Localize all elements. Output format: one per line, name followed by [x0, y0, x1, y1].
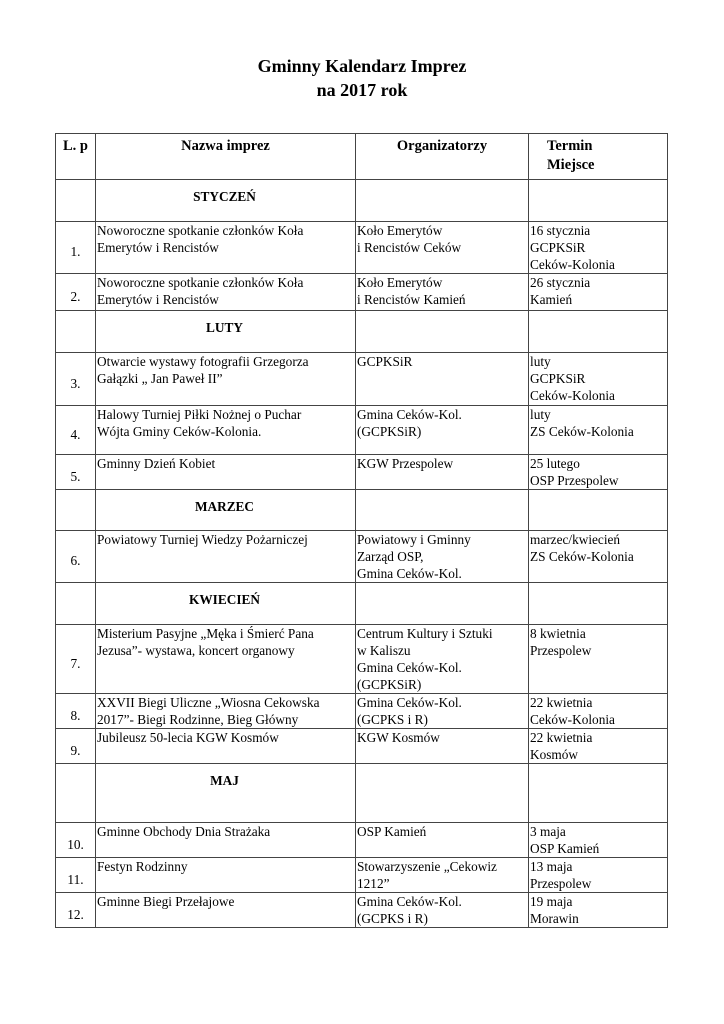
event-number: 2.	[55, 273, 96, 311]
event-name: Powiatowy Turniej Wiedzy Pożarniczej	[95, 530, 356, 583]
document-subtitle: na 2017 rok	[316, 80, 408, 100]
header-term-place: Termin Miejsce	[528, 133, 668, 180]
event-row: 11. Festyn Rodzinny Stowarzyszenie „Cekowi…	[55, 857, 668, 893]
month-org-cell	[355, 763, 529, 823]
event-term-place: 25 lutego OSP Przespolew	[528, 454, 668, 490]
event-name: Noworoczne spotkanie członków Koła Emery…	[95, 221, 356, 274]
event-name: Otwarcie wystawy fotografii Grzegorza Ga…	[95, 352, 356, 406]
event-name: Gminny Dzień Kobiet	[95, 454, 356, 490]
event-number: 3.	[55, 352, 96, 406]
event-organizers: Gmina Ceków-Kol. (GCPKS i R)	[355, 693, 529, 729]
event-number: 9.	[55, 728, 96, 764]
event-name: Gminne Biegi Przełajowe	[95, 892, 356, 928]
event-number: 4.	[55, 405, 96, 455]
event-row: 6. Powiatowy Turniej Wiedzy Pożarniczej Po…	[55, 530, 668, 583]
event-term-place: 13 maja Przespolew	[528, 857, 668, 893]
event-name: Halowy Turniej Piłki Nożnej o Puchar Wój…	[95, 405, 356, 455]
month-term-cell	[528, 763, 668, 823]
event-row: 4. Halowy Turniej Piłki Nożnej o Puchar W…	[55, 405, 668, 455]
header-lp: L. p	[55, 133, 96, 180]
event-term-place: 3 maja OSP Kamień	[528, 822, 668, 858]
month-label: MARZEC	[95, 489, 356, 531]
event-number: 7.	[55, 624, 96, 694]
event-name: Gminne Obchody Dnia Strażaka	[95, 822, 356, 858]
month-term-cell	[528, 310, 668, 353]
event-name: Festyn Rodzinny	[95, 857, 356, 893]
month-lp-cell	[55, 310, 96, 353]
event-term-place: 22 kwietnia Kosmów	[528, 728, 668, 764]
event-organizers: Powiatowy i Gminny Zarząd OSP, Gmina Cek…	[355, 530, 529, 583]
event-number: 10.	[55, 822, 96, 858]
month-row: MARZEC	[55, 489, 668, 531]
month-lp-cell	[55, 489, 96, 531]
month-row: MAJ	[55, 763, 668, 823]
event-organizers: Centrum Kultury i Sztuki w Kaliszu Gmina…	[355, 624, 529, 694]
month-lp-cell	[55, 179, 96, 222]
month-org-cell	[355, 179, 529, 222]
event-row: 8. XXVII Biegi Uliczne „Wiosna Cekowska 2…	[55, 693, 668, 729]
event-organizers: Koło Emerytów i Rencistów Kamień	[355, 273, 529, 311]
event-number: 12.	[55, 892, 96, 928]
month-label: MAJ	[95, 763, 356, 823]
month-lp-cell	[55, 763, 96, 823]
month-org-cell	[355, 489, 529, 531]
event-row: 10. Gminne Obchody Dnia Strażaka OSP Kamie…	[55, 822, 668, 858]
month-label: STYCZEŃ	[95, 179, 356, 222]
event-row: 1. Noworoczne spotkanie członków Koła Eme…	[55, 221, 668, 274]
event-term-place: 22 kwietnia Ceków-Kolonia	[528, 693, 668, 729]
header-organizers: Organizatorzy	[355, 133, 529, 180]
month-label: KWIECIEŃ	[95, 582, 356, 625]
month-row: KWIECIEŃ	[55, 582, 668, 625]
event-number: 11.	[55, 857, 96, 893]
event-term-place: 16 stycznia GCPKSiR Ceków-Kolonia	[528, 221, 668, 274]
month-term-cell	[528, 489, 668, 531]
event-name: Misterium Pasyjne „Męka i Śmierć Pana Je…	[95, 624, 356, 694]
event-number: 5.	[55, 454, 96, 490]
month-label: LUTY	[95, 310, 356, 353]
event-organizers: Gmina Ceków-Kol. (GCPKS i R)	[355, 892, 529, 928]
month-lp-cell	[55, 582, 96, 625]
event-name: Jubileusz 50-lecia KGW Kosmów	[95, 728, 356, 764]
event-organizers: GCPKSiR	[355, 352, 529, 406]
event-organizers: Koło Emerytów i Rencistów Ceków	[355, 221, 529, 274]
month-org-cell	[355, 582, 529, 625]
table-header-row: L. p Nazwa imprez Organizatorzy Termin M…	[55, 133, 668, 180]
event-organizers: Gmina Ceków-Kol. (GCPKSiR)	[355, 405, 529, 455]
event-organizers: KGW Przespolew	[355, 454, 529, 490]
month-term-cell	[528, 582, 668, 625]
event-row: 3. Otwarcie wystawy fotografii Grzegorza …	[55, 352, 668, 406]
month-row: STYCZEŃ	[55, 179, 668, 222]
events-table: L. p Nazwa imprez Organizatorzy Termin M…	[55, 133, 668, 928]
event-term-place: marzec/kwiecień ZS Ceków-Kolonia	[528, 530, 668, 583]
event-name: XXVII Biegi Uliczne „Wiosna Cekowska 201…	[95, 693, 356, 729]
document-title: Gminny Kalendarz Imprez	[257, 56, 467, 76]
event-term-place: 26 stycznia Kamień	[528, 273, 668, 311]
event-row: 5. Gminny Dzień Kobiet KGW Przespolew 25 lu…	[55, 454, 668, 490]
month-org-cell	[355, 310, 529, 353]
event-term-place: luty GCPKSiR Ceków-Kolonia	[528, 352, 668, 406]
event-number: 8.	[55, 693, 96, 729]
month-term-cell	[528, 179, 668, 222]
event-term-place: 19 maja Morawin	[528, 892, 668, 928]
event-organizers: OSP Kamień	[355, 822, 529, 858]
event-number: 1.	[55, 221, 96, 274]
event-number: 6.	[55, 530, 96, 583]
event-term-place: luty ZS Ceków-Kolonia	[528, 405, 668, 455]
event-row: 7. Misterium Pasyjne „Męka i Śmierć Pana …	[55, 624, 668, 694]
event-row: 12. Gminne Biegi Przełajowe Gmina Ceków-Ko…	[55, 892, 668, 928]
event-organizers: Stowarzyszenie „Cekowiz 1212”	[355, 857, 529, 893]
event-term-place: 8 kwietnia Przespolew	[528, 624, 668, 694]
event-name: Noworoczne spotkanie członków Koła Emery…	[95, 273, 356, 311]
header-name: Nazwa imprez	[95, 133, 356, 180]
event-row: 9. Jubileusz 50-lecia KGW Kosmów KGW Kosmó…	[55, 728, 668, 764]
event-organizers: KGW Kosmów	[355, 728, 529, 764]
event-row: 2. Noworoczne spotkanie członków Koła Eme…	[55, 273, 668, 311]
month-row: LUTY	[55, 310, 668, 353]
